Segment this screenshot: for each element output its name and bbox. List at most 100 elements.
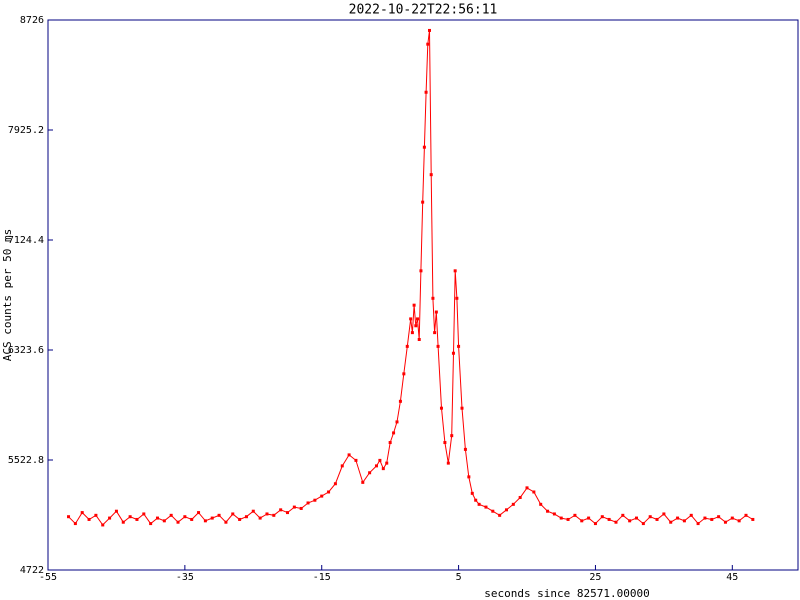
data-point [128,515,132,519]
y-tick-label: 7124.4 [8,235,44,246]
data-point [398,399,402,403]
data-point [434,310,438,314]
data-point [385,461,389,465]
plot-frame [47,19,799,571]
data-point [436,344,440,348]
data-point [231,512,235,516]
data-point [580,519,584,523]
data-point [421,200,425,204]
data-point [525,486,529,490]
data-point [320,494,324,498]
data-point [286,511,290,515]
y-tick-label: 5522.8 [8,455,44,466]
data-point [419,269,423,273]
y-tick-label: 7925.2 [8,125,44,136]
data-point [333,482,337,486]
data-point [600,515,604,519]
data-point [723,520,727,524]
data-point [368,471,372,475]
data-point [183,515,187,519]
data-point [648,515,652,519]
data-point [410,331,414,335]
data-point [299,506,303,510]
x-tick-label: 5 [456,572,462,583]
data-point [429,173,433,177]
data-point [395,420,399,424]
data-point [546,509,550,513]
data-point [162,519,166,523]
data-point [433,331,437,335]
data-point [272,513,276,517]
data-point [426,42,430,46]
data-point [428,28,432,32]
data-point [424,90,428,94]
data-point [340,464,344,468]
data-point [258,516,262,520]
data-point [467,475,471,479]
data-point [409,317,413,321]
data-point [412,303,416,307]
data-point [737,519,741,523]
data-point [703,516,707,520]
y-tick-label: 8726 [20,15,44,26]
data-point [641,522,645,526]
data-point [313,498,317,502]
x-tick-label: 25 [589,572,601,583]
data-point [511,502,515,506]
data-point [176,520,180,524]
data-point [457,344,461,348]
data-point [327,490,331,494]
data-point [730,516,734,520]
data-point [155,516,159,520]
data-point [474,498,478,502]
data-point [621,513,625,517]
data-point [149,522,153,526]
data-point [451,351,455,355]
data-point [203,519,207,523]
data-point [354,458,358,462]
data-point [416,317,420,321]
data-point [388,441,392,445]
data-point [607,517,611,521]
data-point [587,516,591,520]
data-point [374,464,378,468]
data-point [484,505,488,509]
y-tick-label: 4722 [20,565,44,576]
data-point [450,434,454,438]
data-point [402,372,406,376]
data-point [238,517,242,521]
data-point [463,447,467,451]
data-point [710,517,714,521]
data-point [431,296,435,300]
data-point [552,512,556,516]
data-point [628,519,632,523]
data-point [682,519,686,523]
data-point [121,520,125,524]
data-point [251,509,255,513]
data-point [67,515,71,519]
data-point [744,513,748,517]
data-point [559,516,563,520]
data-point [635,516,639,520]
x-tick-label: -15 [313,572,331,583]
y-axis-label: ACS counts per 50 ms [1,229,14,361]
data-point [614,520,618,524]
data-point [347,453,351,457]
x-tick-label: 45 [726,572,738,583]
data-point [279,508,283,512]
data-point [292,505,296,509]
data-point [566,517,570,521]
data-point [676,516,680,520]
data-point [491,509,495,513]
data-point [244,515,248,519]
x-tick-label: -55 [39,572,57,583]
data-point [422,145,426,149]
data-point [210,516,214,520]
data-point [443,441,447,445]
x-axis-label: seconds since 82571.00000 [484,587,650,600]
data-point [751,517,755,521]
data-point [142,512,146,516]
data-point [197,511,201,515]
data-point [477,502,481,506]
data-point [573,513,577,517]
